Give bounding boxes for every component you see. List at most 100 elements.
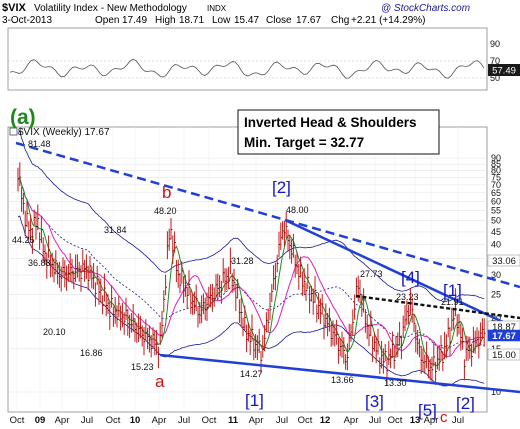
annotation-line-1: Inverted Head & Shoulders: [244, 115, 417, 130]
x-tick-label: Jul: [81, 415, 93, 426]
y-tick-label: 10: [491, 387, 501, 397]
price-level-label: 21.91: [441, 297, 464, 307]
chg-value: +2.21 (+14.29%): [351, 15, 426, 26]
y-axis-ticks: 9085807570656055504540353025201510: [491, 153, 501, 397]
x-tick-label: Oct: [10, 415, 25, 426]
y-tick-label: 45: [491, 227, 501, 237]
rsi-tick-label: 90: [490, 39, 500, 49]
rsi-tick-label: 50: [490, 73, 500, 83]
elliott-wave-label: [5]: [418, 401, 437, 420]
symbol: $VIX: [2, 2, 27, 14]
elliott-wave-label: [2]: [272, 178, 291, 197]
elliott-wave-label: [1]: [443, 281, 462, 300]
x-tick-label: Jul: [178, 415, 190, 426]
price-level-label: 13.66: [331, 375, 354, 385]
price-level-label: 23.23: [396, 292, 419, 302]
right-marker-box: [487, 329, 520, 342]
legend-label: $VIX (Weekly) 17.67: [18, 127, 110, 138]
x-tick-label: 10: [130, 415, 141, 426]
wave-labels: (a) b a [2] [1] [3] [4] [1] [5] [2] c: [10, 106, 475, 426]
neckline-dashed: [355, 294, 520, 320]
rsi-tick-label: 70: [490, 56, 500, 66]
rsi-line: [9, 58, 485, 79]
rsi-last-box: [488, 64, 520, 76]
close-value: 17.67: [296, 15, 321, 26]
exchange: INDX: [207, 4, 227, 13]
y-tick-label: 50: [491, 216, 501, 226]
y-tick-label: 30: [491, 270, 501, 280]
y-tick-label: 25: [491, 289, 501, 299]
rsi-last-value: 57.49: [492, 66, 516, 77]
y-tick-label: 65: [491, 188, 501, 198]
rsi-frame: [7, 27, 488, 91]
x-tick-label: Jul: [452, 415, 464, 426]
date: 3-Oct-2013: [2, 15, 52, 26]
price-level-label: 81.48: [28, 139, 51, 149]
elliott-wave-label: a: [155, 372, 165, 391]
y-tick-label: 55: [491, 206, 501, 216]
right-marker-value: 33.06: [492, 256, 516, 267]
x-tick-label: Oct: [106, 415, 121, 426]
price-level-label: 14.27: [240, 369, 263, 379]
chart-header: $VIX Volatility Index - New Methodology …: [2, 2, 470, 26]
open-label: Open: [95, 15, 119, 26]
x-tick-label: Oct: [298, 415, 313, 426]
upper-trendline-dashed: [15, 141, 520, 289]
y-tick-label: 85: [491, 159, 501, 169]
y-tick-label: 70: [491, 180, 501, 190]
moving-average-magenta: [17, 177, 485, 358]
x-tick-label: 11: [228, 415, 239, 426]
x-tick-label: 09: [35, 415, 46, 426]
x-tick-label: 12: [320, 415, 331, 426]
price-level-label: 31.84: [104, 225, 127, 235]
price-level-label: 44.25: [12, 235, 35, 245]
y-tick-label: 75: [491, 173, 501, 183]
rsi-panel: 90 70 50 57.49: [7, 27, 520, 91]
x-tick-label: Oct: [388, 415, 403, 426]
upper-band-line: [17, 130, 485, 302]
price-level-label: 15.23: [131, 362, 154, 372]
price-level-label: 48.20: [154, 206, 177, 216]
moving-average-green: [17, 177, 485, 367]
watermark: @ StockCharts.com: [381, 3, 470, 14]
high-value: 18.71: [179, 15, 204, 26]
y-tick-label: 60: [491, 196, 501, 206]
y-tick-label: 90: [491, 153, 501, 163]
low-value: 15.47: [234, 15, 259, 26]
elliott-wave-label: [2]: [456, 394, 475, 413]
elliott-wave-label: (a): [10, 106, 36, 129]
right-marker-box: [487, 348, 520, 361]
low-label: Low: [212, 15, 231, 26]
annotation-line-2: Min. Target = 32.77: [244, 135, 364, 150]
x-tick-label: Apr: [55, 415, 70, 426]
x-tick-label: Apr: [344, 415, 359, 426]
right-marker-value: 18.87: [492, 322, 516, 333]
price-level-label: 36.88: [28, 258, 51, 268]
middle-band-line: [17, 177, 485, 349]
price-panel: 9085807570656055504540353025201510 Oct09…: [7, 106, 520, 426]
price-level-label: 27.73: [360, 269, 383, 279]
x-tick-label: Apr: [152, 415, 167, 426]
y-tick-label: 40: [491, 239, 501, 249]
x-axis-labels: Oct 09 Apr Jul Oct 10 Apr Jul Oct 11 Apr Jul Oct 12 Ap…: [10, 415, 464, 426]
elliott-wave-label: c: [440, 409, 448, 426]
price-level-label: 13.30: [384, 378, 407, 388]
x-tick-label: Jul: [276, 415, 288, 426]
chg-label: Chg: [331, 15, 349, 26]
x-tick-label: Apr: [249, 415, 264, 426]
right-marker-value: 15.00: [492, 350, 516, 361]
index-name: Volatility Index - New Methodology: [34, 3, 187, 14]
price-level-label: 16.86: [80, 348, 103, 358]
close-label: Close: [266, 15, 292, 26]
elliott-wave-label: [3]: [365, 392, 384, 411]
lower-trendline: [159, 353, 520, 394]
price-level-label: 31.28: [231, 256, 254, 266]
x-tick-label: Jul: [369, 415, 381, 426]
price-bars: [17, 162, 486, 385]
open-value: 17.49: [122, 15, 147, 26]
price-level-label: 20.10: [43, 327, 66, 337]
price-level-label: 48.00: [286, 205, 309, 215]
right-marker-box: [487, 254, 520, 267]
